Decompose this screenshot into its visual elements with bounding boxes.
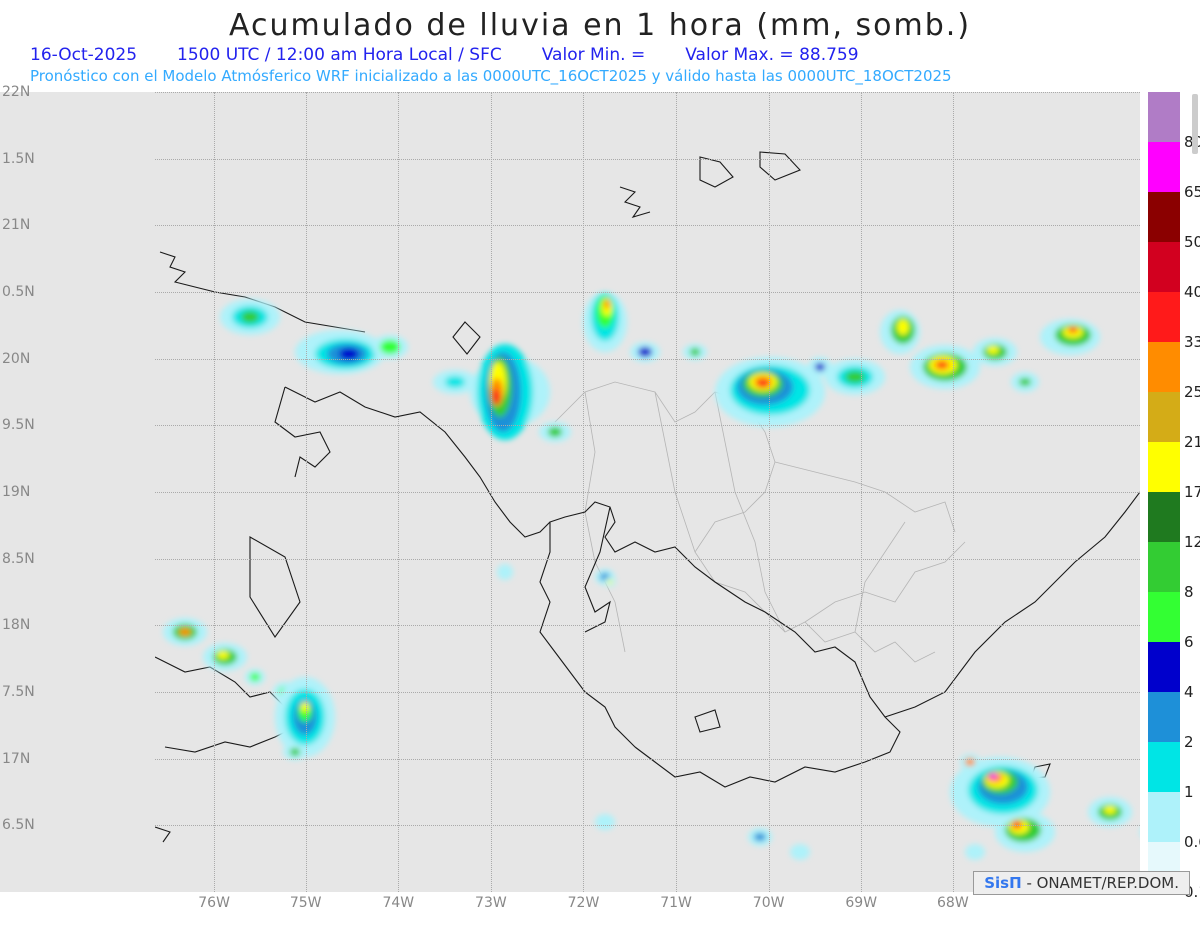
date-label: 16-Oct-2025 — [30, 45, 137, 65]
valor-min-label: Valor Min. = — [542, 45, 645, 65]
x-tick-label: 71W — [660, 895, 692, 911]
colorbar-tick-label: 21 — [1184, 433, 1200, 451]
colorbar-band-12 — [1148, 692, 1180, 742]
source-label: - ONAMET/REP.DOM. — [1026, 874, 1179, 892]
colorbar-legend[interactable]: 806550403325211712864210.60.1 — [1148, 92, 1200, 892]
y-gridline — [155, 225, 1140, 226]
x-tick-label: 74W — [382, 895, 414, 911]
map-plot-area[interactable]: 76W 75W 74W 73W 72W 71W 70W 69W 68W 22N 1.5N 21N 0.… — [0, 92, 1140, 892]
y-gridline — [155, 159, 1140, 160]
y-tick-label: 7.5N — [2, 684, 35, 700]
y-gridline — [155, 292, 1140, 293]
y-tick-label: 1.5N — [2, 151, 35, 167]
y-tick-label: 17N — [2, 751, 30, 767]
colorbar-tick-label: 33 — [1184, 333, 1200, 351]
y-gridline — [155, 92, 1140, 93]
y-gridline — [155, 825, 1140, 826]
colorbar-band-10 — [1148, 592, 1180, 642]
colorbar-tick-label: 65 — [1184, 183, 1200, 201]
colorbar-band-4 — [1148, 292, 1180, 342]
colorbar-tick-label: 12 — [1184, 533, 1200, 551]
colorbar-band-14 — [1148, 792, 1180, 842]
colorbar-tick-label: 4 — [1184, 683, 1194, 701]
colorbar-band-2 — [1148, 192, 1180, 242]
time-info-label: 1500 UTC / 12:00 am Hora Local / SFC — [177, 45, 502, 65]
y-gridline — [155, 492, 1140, 493]
y-gridline — [155, 759, 1140, 760]
y-gridline — [155, 625, 1140, 626]
y-tick-label: 0.5N — [2, 284, 35, 300]
colorbar-band-5 — [1148, 342, 1180, 392]
scrollbar-thumb[interactable] — [1192, 94, 1198, 154]
colorbar-tick-label: 0.6 — [1184, 833, 1200, 851]
colorbar-band-9 — [1148, 542, 1180, 592]
colorbar-band-8 — [1148, 492, 1180, 542]
colorbar-tick-label: 8 — [1184, 583, 1194, 601]
y-tick-label: 9.5N — [2, 417, 35, 433]
y-tick-label: 21N — [2, 217, 30, 233]
y-tick-label: 6.5N — [2, 817, 35, 833]
colorbar-tick-label: 17 — [1184, 483, 1200, 501]
colorbar-band-0 — [1148, 92, 1180, 142]
colorbar-tick-label: 50 — [1184, 233, 1200, 251]
colorbar-band-13 — [1148, 742, 1180, 792]
colorbar-band-7 — [1148, 442, 1180, 492]
x-tick-label: 69W — [845, 895, 877, 911]
y-gridline — [155, 692, 1140, 693]
brand-label: SisΠ — [984, 874, 1021, 892]
x-tick-label: 73W — [475, 895, 507, 911]
colorbar-band-1 — [1148, 142, 1180, 192]
source-watermark: SisΠ - ONAMET/REP.DOM. — [973, 871, 1190, 895]
x-tick-label: 68W — [937, 895, 969, 911]
y-tick-label: 8.5N — [2, 551, 35, 567]
y-gridline — [155, 425, 1140, 426]
colorbar-tick-label: 1 — [1184, 783, 1194, 801]
rainfall-cells — [163, 292, 1140, 892]
page-title: Acumulado de lluvia en 1 hora (mm, somb.… — [0, 0, 1200, 45]
y-tick-label: 18N — [2, 617, 30, 633]
y-tick-label: 22N — [2, 84, 30, 100]
colorbar-band-3 — [1148, 242, 1180, 292]
colorbar-tick-label: 6 — [1184, 633, 1194, 651]
x-tick-label: 76W — [198, 895, 230, 911]
colorbar-tick-label: 25 — [1184, 383, 1200, 401]
y-gridline — [155, 559, 1140, 560]
colorbar-band-6 — [1148, 392, 1180, 442]
x-tick-label: 75W — [290, 895, 322, 911]
y-tick-label: 20N — [2, 351, 30, 367]
forecast-label: Pronóstico con el Modelo Atmósferico WRF… — [0, 67, 1200, 85]
colorbar-tick-label: 40 — [1184, 283, 1200, 301]
y-gridline — [155, 359, 1140, 360]
y-tick-label: 19N — [2, 484, 30, 500]
colorbar-tick-label: 2 — [1184, 733, 1194, 751]
x-tick-label: 70W — [753, 895, 785, 911]
colorbar-band-11 — [1148, 642, 1180, 692]
valor-max-label: Valor Max. = 88.759 — [685, 45, 858, 65]
x-tick-label: 72W — [568, 895, 600, 911]
